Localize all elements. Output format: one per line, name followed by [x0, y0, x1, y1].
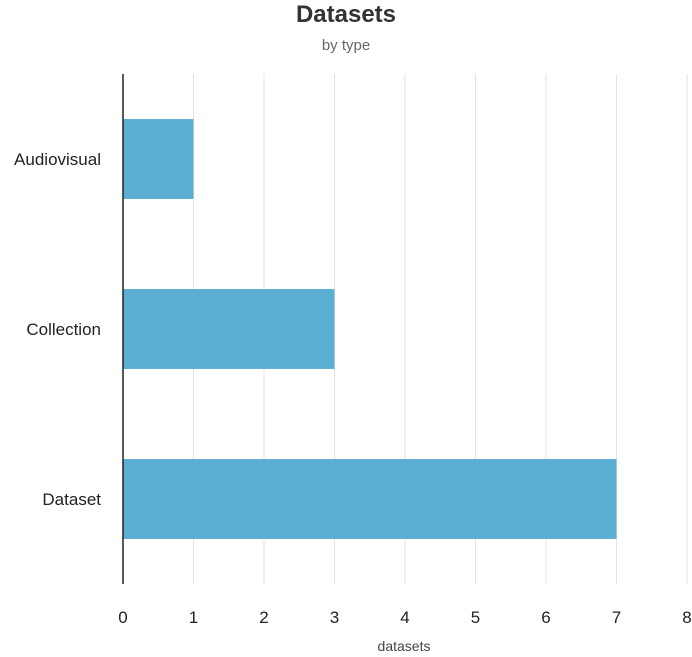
x-tick-label: 7 [612, 608, 621, 627]
x-tick-label: 8 [682, 608, 691, 627]
chart-subtitle: by type [321, 37, 371, 54]
labels: 0 1 2 3 4 5 6 7 8 Audiovisual Collection Dataset dat… [14, 150, 692, 654]
bars [123, 119, 617, 539]
x-axis-title: datasets [378, 638, 431, 654]
bar-dataset [123, 459, 617, 539]
x-tick-label: 1 [189, 608, 198, 627]
y-category-label: Dataset [42, 490, 101, 509]
x-tick-label: 6 [541, 608, 550, 627]
x-tick-label: 4 [400, 608, 409, 627]
x-tick-label: 5 [471, 608, 480, 627]
x-tick-label: 3 [330, 608, 339, 627]
x-tick-label: 0 [118, 608, 127, 627]
bar-audiovisual [123, 119, 194, 199]
x-tick-label: 2 [259, 608, 268, 627]
chart-title: Datasets [295, 1, 397, 28]
y-category-label: Audiovisual [14, 150, 101, 169]
bar-collection [123, 289, 335, 369]
y-category-label: Collection [26, 320, 101, 339]
